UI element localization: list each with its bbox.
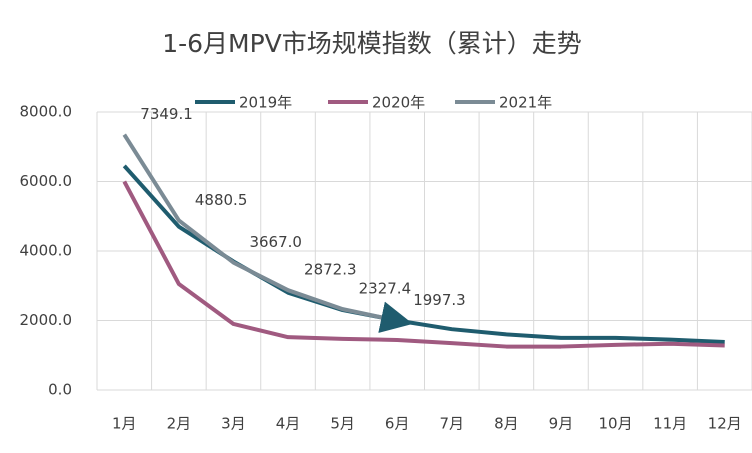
x-tick-label: 6月 bbox=[385, 415, 410, 433]
series-line bbox=[122, 133, 413, 333]
y-tick-label: 4000.0 bbox=[20, 242, 73, 260]
data-label: 7349.1 bbox=[140, 105, 193, 123]
x-tick-label: 5月 bbox=[330, 415, 355, 433]
y-tick-label: 0.0 bbox=[48, 381, 72, 399]
x-tick-label: 9月 bbox=[549, 415, 574, 433]
data-label: 1997.3 bbox=[413, 291, 466, 309]
legend-label: 2020年 bbox=[372, 94, 425, 112]
x-tick-label: 4月 bbox=[276, 415, 301, 433]
data-label: 4880.5 bbox=[195, 191, 248, 209]
y-tick-label: 2000.0 bbox=[20, 311, 73, 329]
x-tick-label: 8月 bbox=[494, 415, 519, 433]
legend-label: 2021年 bbox=[499, 94, 552, 112]
y-tick-label: 6000.0 bbox=[20, 172, 73, 190]
y-tick-label: 8000.0 bbox=[20, 103, 73, 121]
legend-label: 2019年 bbox=[239, 94, 292, 112]
x-tick-label: 12月 bbox=[708, 415, 742, 433]
data-label: 2327.4 bbox=[359, 280, 412, 298]
data-label: 2872.3 bbox=[304, 261, 357, 279]
x-tick-label: 2月 bbox=[167, 415, 192, 433]
x-tick-label: 3月 bbox=[221, 415, 246, 433]
x-tick-label: 7月 bbox=[440, 415, 465, 433]
x-tick-label: 11月 bbox=[653, 415, 687, 433]
series-line bbox=[122, 180, 725, 349]
chart-title: 1-6月MPV市场规模指数（累计）走势 bbox=[162, 29, 582, 58]
x-tick-label: 10月 bbox=[598, 415, 632, 433]
data-label: 3667.0 bbox=[249, 233, 301, 251]
x-tick-label: 1月 bbox=[112, 415, 137, 433]
